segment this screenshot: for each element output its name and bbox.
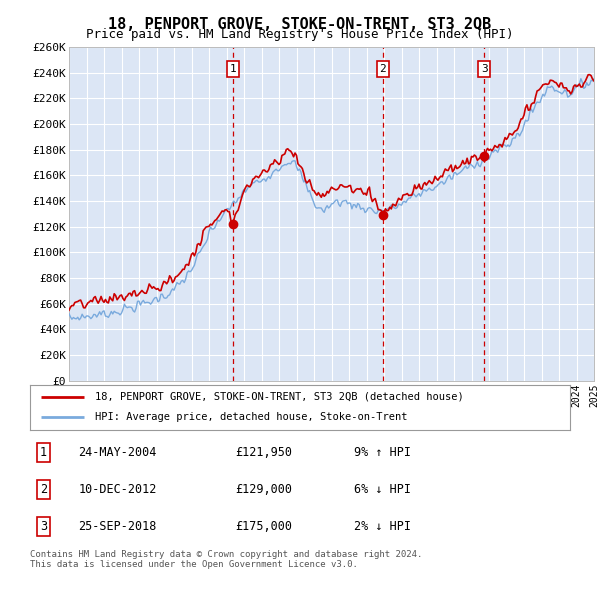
- Text: £175,000: £175,000: [235, 520, 292, 533]
- Text: £129,000: £129,000: [235, 483, 292, 496]
- Text: 3: 3: [481, 64, 488, 74]
- Text: 18, PENPORT GROVE, STOKE-ON-TRENT, ST3 2QB: 18, PENPORT GROVE, STOKE-ON-TRENT, ST3 2…: [109, 17, 491, 31]
- Text: 1: 1: [230, 64, 236, 74]
- Text: 1: 1: [40, 446, 47, 459]
- Text: 2: 2: [40, 483, 47, 496]
- Text: HPI: Average price, detached house, Stoke-on-Trent: HPI: Average price, detached house, Stok…: [95, 412, 407, 422]
- Text: 24-MAY-2004: 24-MAY-2004: [79, 446, 157, 459]
- Text: 2: 2: [380, 64, 386, 74]
- Text: 6% ↓ HPI: 6% ↓ HPI: [354, 483, 411, 496]
- Text: 10-DEC-2012: 10-DEC-2012: [79, 483, 157, 496]
- Text: £121,950: £121,950: [235, 446, 292, 459]
- Text: 3: 3: [40, 520, 47, 533]
- Text: 9% ↑ HPI: 9% ↑ HPI: [354, 446, 411, 459]
- Text: 2% ↓ HPI: 2% ↓ HPI: [354, 520, 411, 533]
- Text: Price paid vs. HM Land Registry's House Price Index (HPI): Price paid vs. HM Land Registry's House …: [86, 28, 514, 41]
- Text: Contains HM Land Registry data © Crown copyright and database right 2024.
This d: Contains HM Land Registry data © Crown c…: [30, 550, 422, 569]
- Text: 18, PENPORT GROVE, STOKE-ON-TRENT, ST3 2QB (detached house): 18, PENPORT GROVE, STOKE-ON-TRENT, ST3 2…: [95, 392, 464, 402]
- Text: 25-SEP-2018: 25-SEP-2018: [79, 520, 157, 533]
